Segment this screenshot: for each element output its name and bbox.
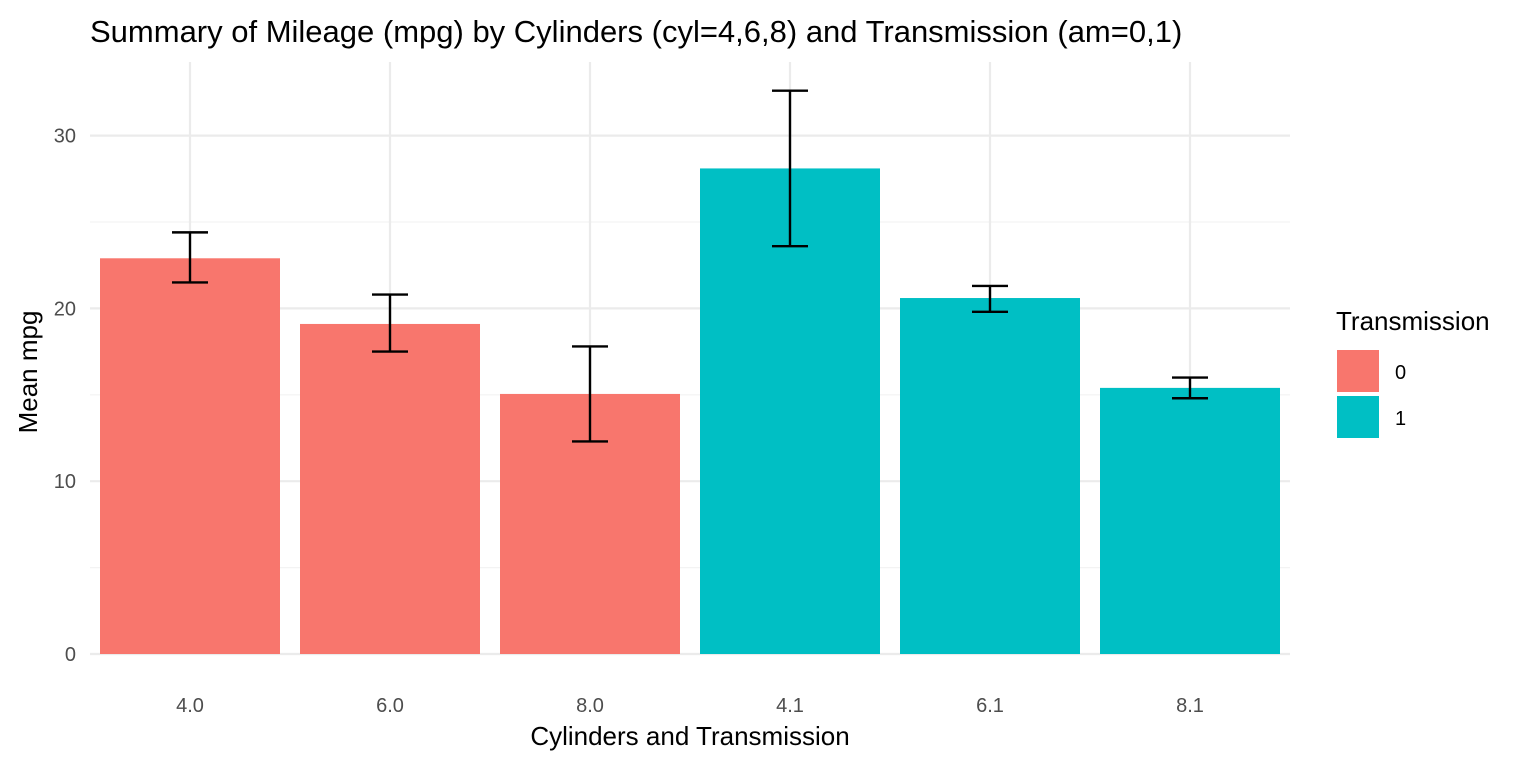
bar-6.0: [300, 323, 480, 654]
legend-label-0: 0: [1395, 362, 1406, 384]
error-bar-4.0: [172, 231, 208, 284]
y-tick-label: 30: [54, 126, 76, 148]
y-tick-label: 20: [54, 298, 76, 320]
legend-key-1: [1337, 396, 1379, 438]
bar-4.0: [100, 258, 280, 654]
x-tick-label: 4.0: [176, 695, 204, 717]
bar-6.1: [900, 298, 1080, 654]
bars: [100, 168, 1280, 654]
x-tick-label: 6.1: [976, 695, 1004, 717]
legend-key-0: [1337, 350, 1379, 392]
error-bar-8.1: [1172, 376, 1208, 400]
error-bars: [172, 89, 1208, 443]
y-axis-ticks: 0 10 20 30: [54, 126, 76, 666]
error-bar-4.1: [772, 89, 808, 248]
legend: Transmission 0 1: [1336, 306, 1490, 438]
x-tick-label: 4.1: [776, 695, 804, 717]
x-tick-label: 6.0: [376, 695, 404, 717]
legend-title: Transmission: [1336, 306, 1490, 336]
bar-4.1: [700, 168, 880, 654]
error-bar-8.0: [572, 345, 608, 443]
error-bar-6.0: [372, 293, 408, 353]
x-axis-title: Cylinders and Transmission: [530, 721, 849, 751]
bar-8.1: [1100, 387, 1280, 654]
y-tick-label: 0: [65, 644, 76, 666]
chart-title: Summary of Mileage (mpg) by Cylinders (c…: [90, 14, 1182, 49]
x-tick-label: 8.1: [1176, 695, 1204, 717]
error-bar-6.1: [972, 284, 1008, 314]
legend-label-1: 1: [1395, 408, 1406, 430]
x-axis-ticks: 4.0 6.0 8.0 4.1 6.1 8.1: [176, 695, 1204, 717]
y-axis-title: Mean mpg: [13, 311, 43, 434]
y-tick-label: 10: [54, 471, 76, 493]
x-tick-label: 8.0: [576, 695, 604, 717]
